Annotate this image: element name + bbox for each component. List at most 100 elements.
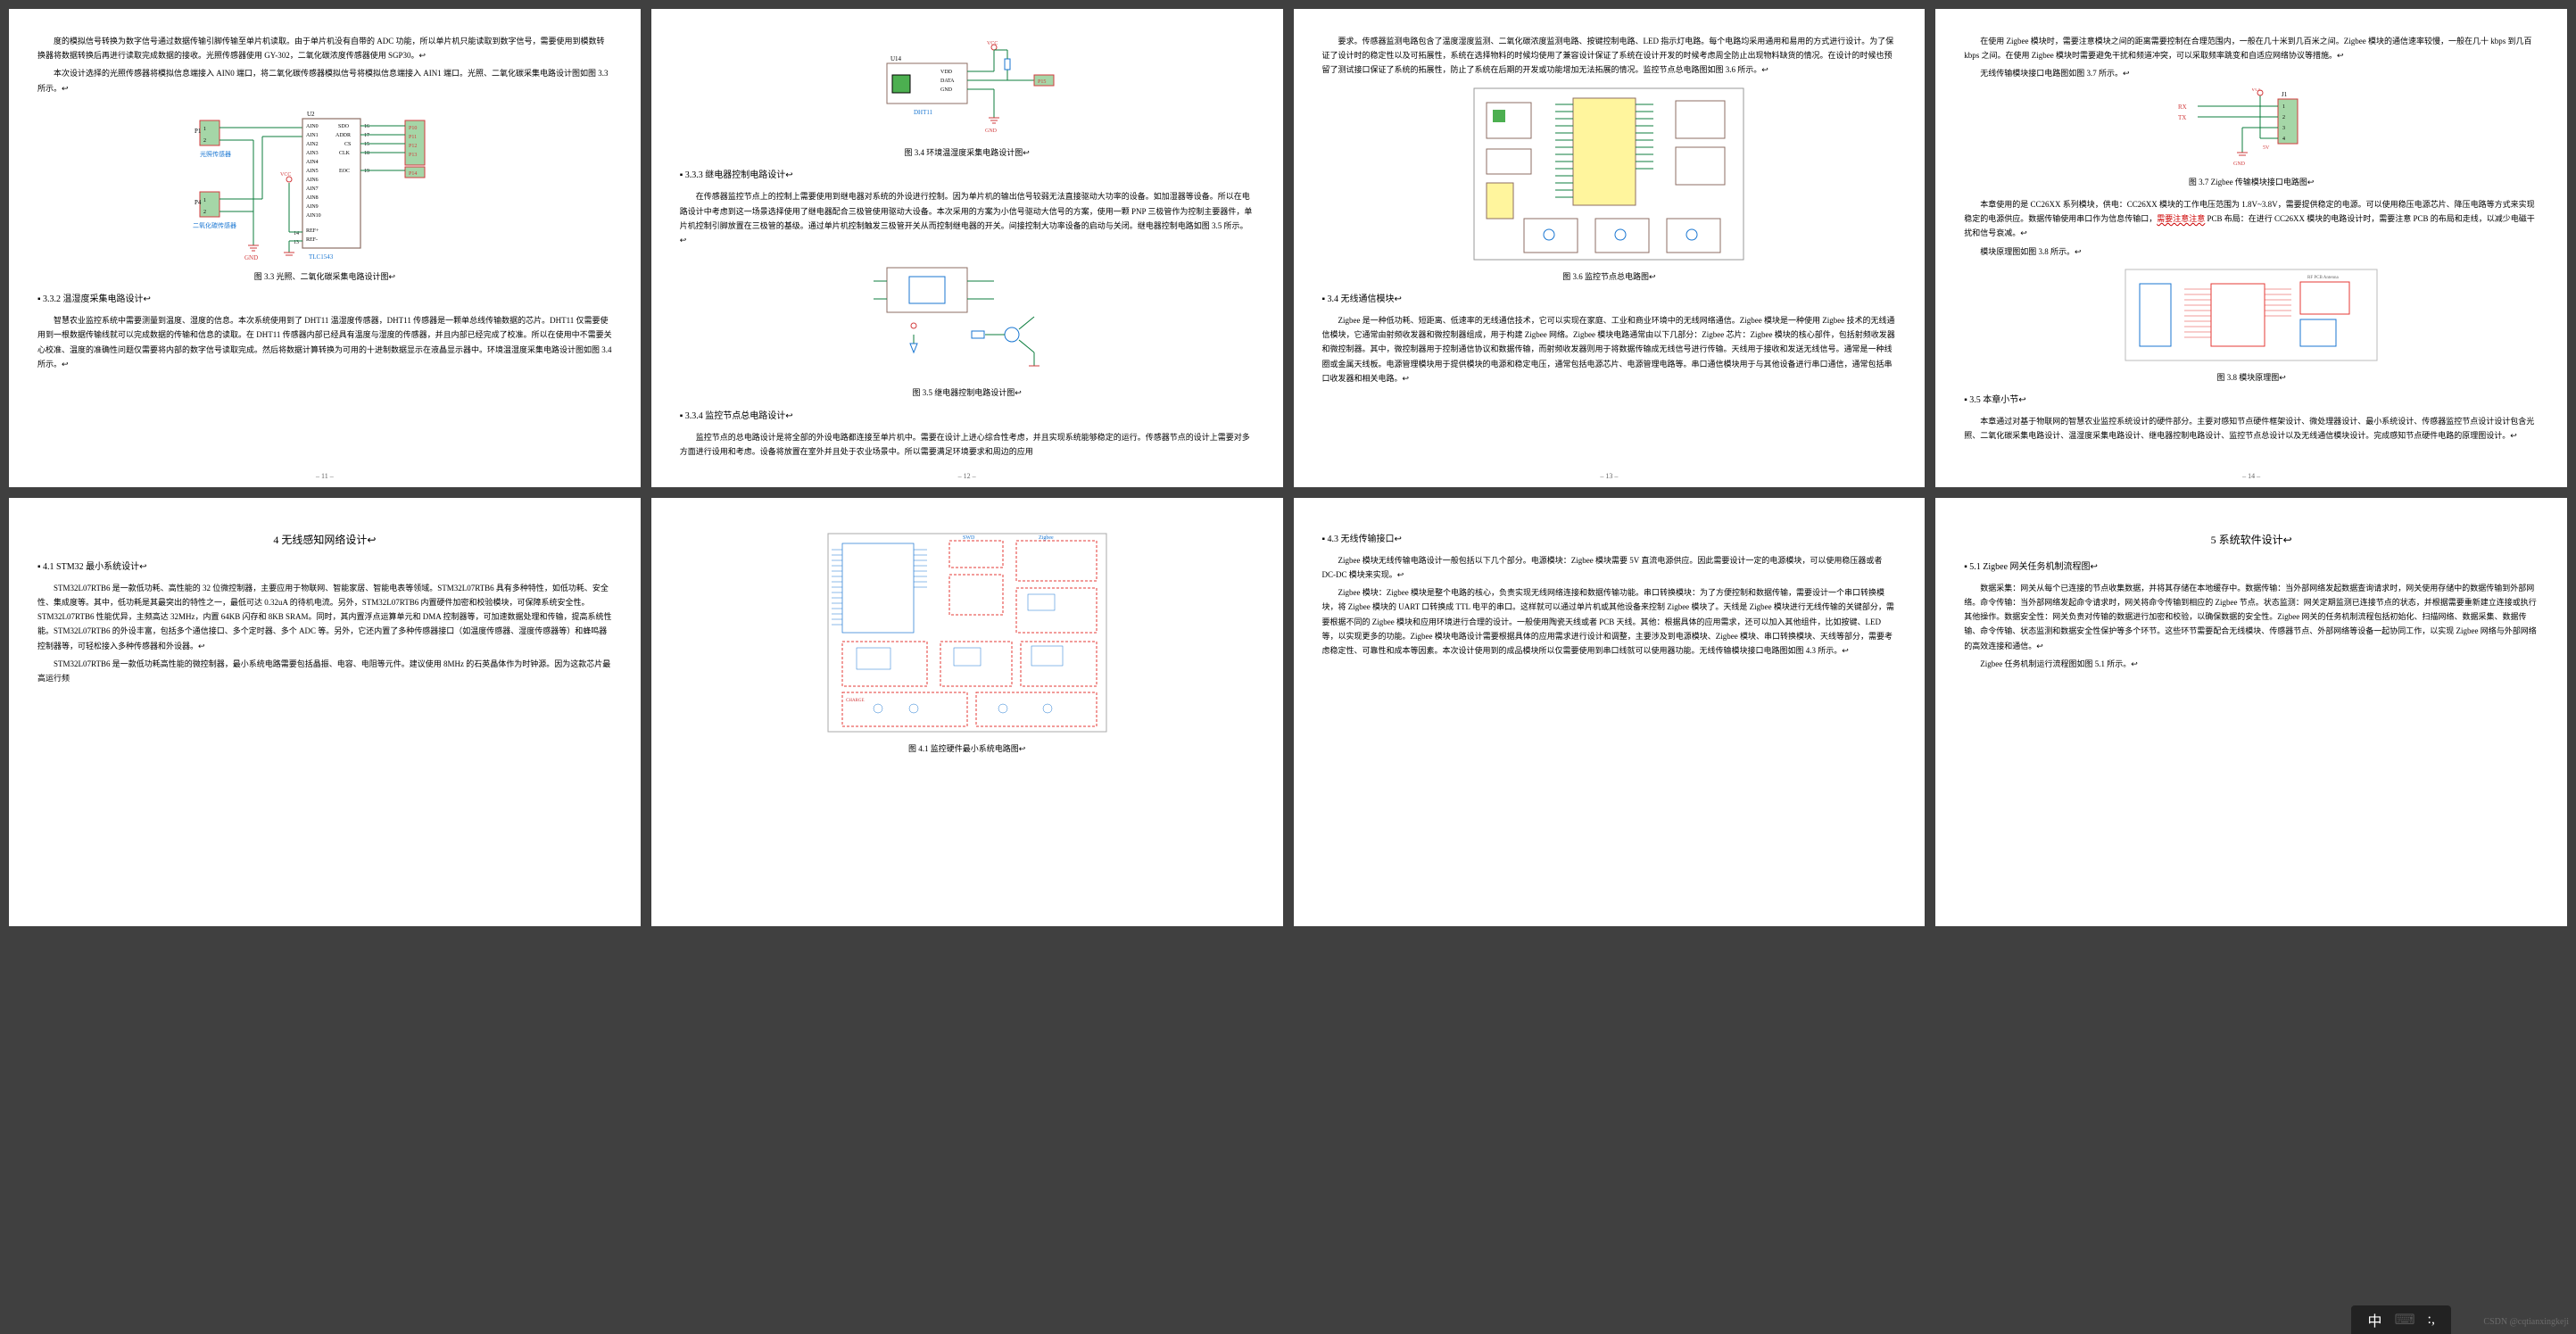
- page-number: – 12 –: [651, 472, 1283, 480]
- svg-text:17: 17: [364, 133, 369, 138]
- figure-caption: 图 3.4 环境温湿度采集电路设计图↩: [680, 146, 1255, 159]
- body-text: 本章使用的是 CC26XX 系列模块，供电：CC26XX 模块的工作电压范围为 …: [1964, 197, 2539, 241]
- svg-text:AIN9: AIN9: [306, 204, 319, 210]
- svg-text:AIN6: AIN6: [306, 178, 319, 183]
- svg-text:VCC: VCC: [987, 41, 998, 46]
- heading-3-4: 3.4 无线通信模块↩: [1322, 292, 1897, 308]
- svg-text:REF-: REF-: [306, 237, 318, 243]
- svg-text:18: 18: [364, 151, 369, 156]
- ime-bar[interactable]: 中 ⌨ :,: [2351, 1305, 2451, 1334]
- body-text: 在使用 Zigbee 模块时，需要注意模块之间的距离需要控制在合理范围内，一般在…: [1964, 34, 2539, 62]
- body-text: 要求。传感器监测电路包含了温度湿度监测、二氧化碳浓度监测电路、按键控制电路、LE…: [1322, 34, 1897, 78]
- figure-4-1: SWD Zigbee CHARGE: [680, 530, 1255, 735]
- figure-caption: 图 3.7 Zigbee 传输模块接口电路图↩: [1964, 176, 2539, 188]
- page-16: SWD Zigbee CHARGE 图 4.1 监控硬件最小系统电路图↩: [651, 498, 1283, 926]
- svg-text:AIN7: AIN7: [306, 186, 319, 192]
- figure-caption: 图 3.8 模块原理图↩: [1964, 371, 2539, 384]
- svg-text:GND: GND: [985, 128, 998, 134]
- figure-caption: 图 3.3 光照、二氧化碳采集电路设计图↩: [37, 270, 612, 283]
- svg-text:2: 2: [203, 210, 206, 215]
- body-text: 本章通过对基于物联网的智慧农业监控系统设计的硬件部分。主要对感知节点硬件框架设计…: [1964, 414, 2539, 443]
- svg-text:2: 2: [2282, 115, 2285, 120]
- page-12: U14 VDDDATAGND DHT11 VCC P15 GND 图 3.4 环…: [651, 9, 1283, 487]
- svg-text:GND: GND: [940, 87, 953, 93]
- svg-text:4: 4: [2282, 137, 2285, 142]
- svg-text:P14: P14: [409, 171, 417, 177]
- body-text: 无线传输模块接口电路图如图 3.7 所示。↩: [1964, 66, 2539, 80]
- svg-text:Zigbee: Zigbee: [1039, 535, 1054, 541]
- svg-text:P11: P11: [409, 135, 417, 140]
- svg-text:VCC: VCC: [2251, 88, 2262, 93]
- svg-text:RX: RX: [2178, 104, 2187, 111]
- svg-text:GND: GND: [244, 254, 258, 261]
- svg-text:TX: TX: [2178, 114, 2186, 121]
- page-number: – 13 –: [1294, 472, 1926, 480]
- svg-text:AIN8: AIN8: [306, 195, 319, 201]
- body-text: 模块原理图如图 3.8 所示。↩: [1964, 244, 2539, 259]
- page-17: 4.3 无线传输接口↩ Zigbee 模块无线传输电路设计一般包括以下几个部分。…: [1294, 498, 1926, 926]
- svg-text:J1: J1: [2282, 91, 2288, 98]
- svg-text:AIN2: AIN2: [306, 142, 319, 147]
- svg-text:DATA: DATA: [940, 79, 955, 84]
- svg-text:P12: P12: [409, 144, 417, 149]
- heading-4-1: 4.1 STM32 最小系统设计↩: [37, 559, 612, 576]
- svg-text:P4: P4: [195, 199, 202, 206]
- svg-text:GND: GND: [2233, 162, 2246, 167]
- svg-text:P1: P1: [195, 128, 202, 135]
- label: 二氧化碳传感器: [193, 221, 236, 229]
- svg-text:VCC: VCC: [280, 172, 291, 178]
- svg-text:AIN10: AIN10: [306, 213, 321, 219]
- heading-3-5: 3.5 本章小节↩: [1964, 393, 2539, 409]
- svg-text:CS: CS: [344, 142, 351, 147]
- body-text: 监控节点的总电路设计是将全部的外设电路都连接至单片机中。需要在设计上进心综合性考…: [680, 430, 1255, 459]
- svg-text:5V: 5V: [2263, 145, 2270, 151]
- heading-3-3-2: 3.3.2 温湿度采集电路设计↩: [37, 292, 612, 308]
- page-15: 4 无线感知网络设计↩ 4.1 STM32 最小系统设计↩ STM32L07RT…: [9, 498, 641, 926]
- body-text: 在传感器监控节点上的控制上需要使用到继电器对系统的外设进行控制。因为单片机的输出…: [680, 189, 1255, 247]
- figure-3-8: RF PCB Antenna: [1964, 266, 2539, 364]
- page-number: – 14 –: [1935, 472, 2567, 480]
- body-text: STM32L07RTB6 是一款低功耗、高性能的 32 位微控制器，主要应用于物…: [37, 581, 612, 653]
- svg-text:U2: U2: [307, 111, 315, 118]
- heading-3-3-3: 3.3.3 继电器控制电路设计↩: [680, 168, 1255, 184]
- figure-3-6: [1322, 85, 1897, 263]
- svg-text:REF+: REF+: [306, 228, 319, 234]
- page-grid: 度的模拟信号转换为数字信号通过数据传输引脚传输至单片机读取。由于单片机没有自带的…: [9, 9, 2567, 926]
- body-text: Zigbee 模块：Zigbee 模块是整个电路的核心，负责实现无线网络连接和数…: [1322, 585, 1897, 658]
- ime-punct: :,: [2428, 1312, 2435, 1328]
- svg-text:TLC1543: TLC1543: [309, 253, 334, 261]
- ime-char: 中: [2367, 1309, 2381, 1330]
- svg-text:P10: P10: [409, 126, 417, 131]
- svg-text:CHARGE: CHARGE: [846, 699, 865, 703]
- body-text: STM32L07RTB6 是一款低功耗高性能的微控制器，最小系统电路需要包括晶振…: [37, 657, 612, 685]
- svg-text:AIN5: AIN5: [306, 169, 319, 174]
- svg-text:16: 16: [364, 124, 369, 129]
- page-number: – 11 –: [9, 472, 641, 480]
- body-text: 智慧农业监控系统中需要测量到温度、湿度的信息。本次系统使用到了 DHT11 温湿…: [37, 313, 612, 371]
- watermark: CSDN @cqtianxingkeji: [2483, 1317, 2569, 1327]
- body-text: 数据采集：网关从每个已连接的节点收集数据，并将其存储在本地缓存中。数据传输：当外…: [1964, 581, 2539, 653]
- heading-4-3: 4.3 无线传输接口↩: [1322, 532, 1897, 548]
- svg-text:19: 19: [364, 169, 369, 174]
- svg-text:15: 15: [364, 142, 369, 147]
- page-18: 5 系统软件设计↩ 5.1 Zigbee 网关任务机制流程图↩ 数据采集：网关从…: [1935, 498, 2567, 926]
- figure-caption: 图 3.6 监控节点总电路图↩: [1322, 270, 1897, 283]
- svg-text:ADDR: ADDR: [335, 133, 351, 138]
- body-text: 本次设计选择的光照传感器将模拟信息端接入 AIN0 端口，将二氧化碳传感器模拟信…: [37, 66, 612, 95]
- svg-text:VDD: VDD: [940, 70, 953, 75]
- figure-3-5: [680, 254, 1255, 379]
- svg-text:DHT11: DHT11: [914, 109, 933, 116]
- label: 光照传感器: [200, 150, 231, 158]
- figure-caption: 图 4.1 监控硬件最小系统电路图↩: [680, 742, 1255, 755]
- svg-text:1: 1: [203, 127, 206, 132]
- svg-text:3: 3: [2282, 126, 2285, 131]
- svg-text:1: 1: [203, 198, 206, 203]
- figure-3-4: U14 VDDDATAGND DHT11 VCC P15 GND: [680, 41, 1255, 139]
- figure-3-7: J1 1 2 3 4 RX TX GND VCC 5V: [1964, 88, 2539, 169]
- svg-text:CLK: CLK: [339, 151, 351, 156]
- svg-text:U14: U14: [890, 55, 902, 62]
- svg-text:SDO: SDO: [338, 124, 350, 129]
- svg-text:SWD: SWD: [963, 535, 975, 541]
- svg-text:1: 1: [2282, 104, 2285, 110]
- svg-text:RF PCB Antenna: RF PCB Antenna: [2307, 276, 2340, 280]
